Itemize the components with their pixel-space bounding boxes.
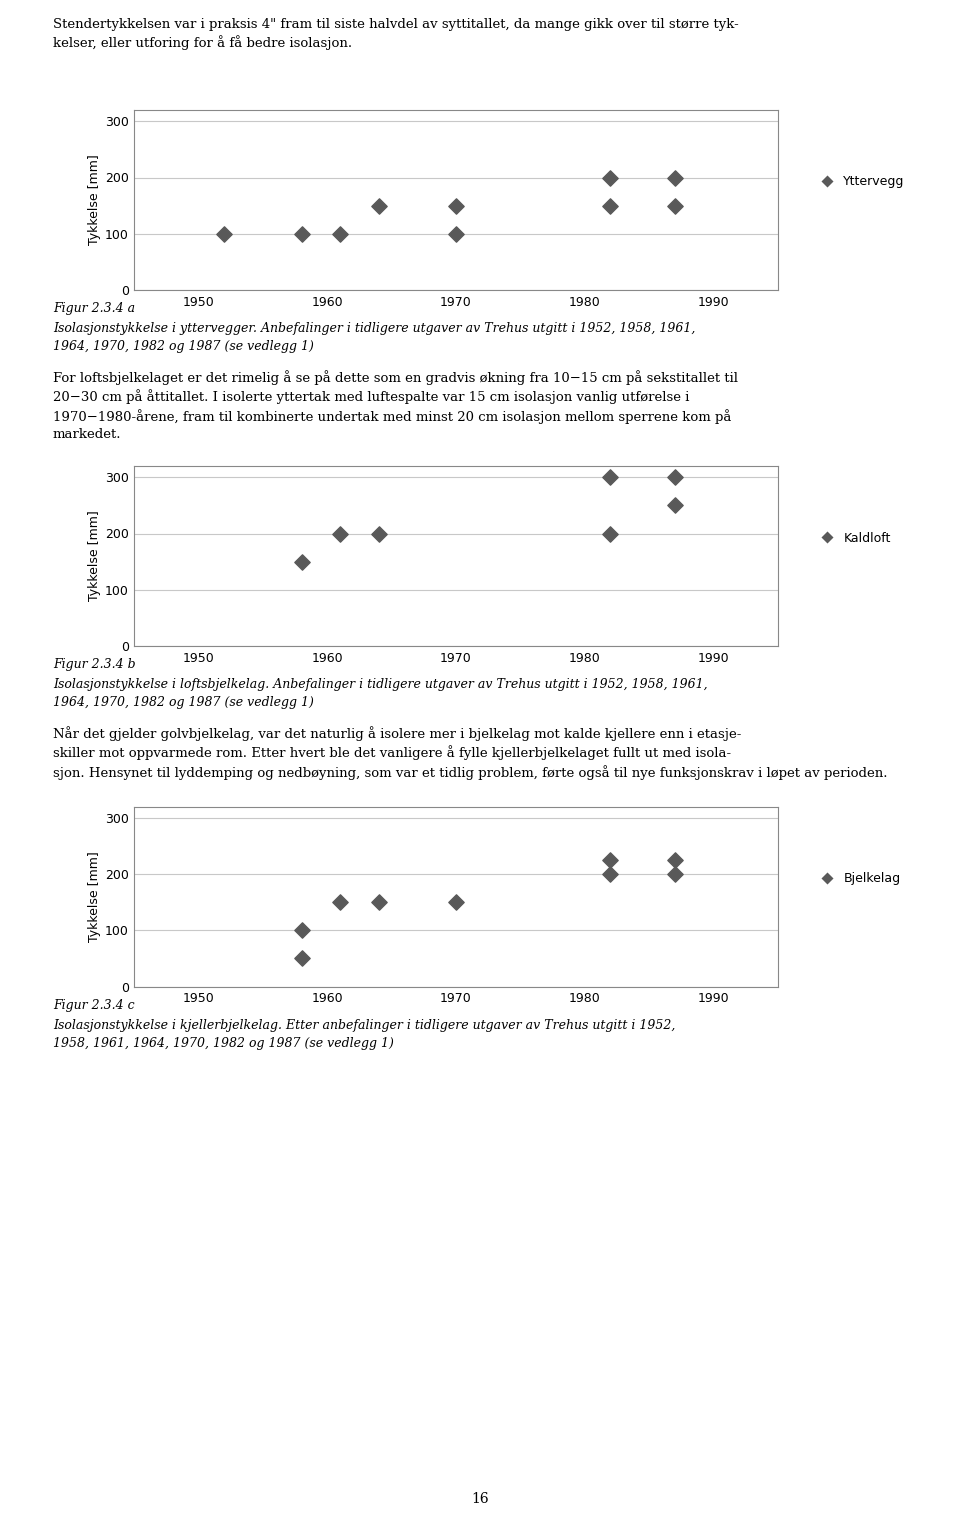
Point (372, 194, 387, 218)
Point (332, 221, 348, 246)
Point (294, 918, 309, 942)
Point (448, 890, 464, 915)
Text: markedet.: markedet. (53, 429, 121, 441)
Point (603, 165, 618, 189)
Point (667, 466, 683, 490)
Point (667, 861, 683, 886)
Legend: Kaldloft: Kaldloft (809, 527, 896, 550)
Legend: Yttervegg: Yttervegg (809, 171, 910, 194)
Y-axis label: Tykkelse [mm]: Tykkelse [mm] (87, 851, 101, 942)
Y-axis label: Tykkelse [mm]: Tykkelse [mm] (87, 154, 101, 246)
Text: Stendertykkelsen var i praksis 4" fram til siste halvdel av syttitallet, da mang: Stendertykkelsen var i praksis 4" fram t… (53, 18, 738, 50)
Point (294, 221, 309, 246)
Point (372, 890, 387, 915)
Point (217, 221, 232, 246)
Text: Figur 2.3.4 b: Figur 2.3.4 b (53, 658, 135, 670)
Point (667, 165, 683, 189)
Point (294, 947, 309, 971)
Text: Når det gjelder golvbjelkelag, var det naturlig å isolere mer i bjelkelag mot ka: Når det gjelder golvbjelkelag, var det n… (53, 725, 741, 741)
Point (667, 847, 683, 872)
Legend: Bjelkelag: Bjelkelag (809, 867, 905, 890)
Point (372, 521, 387, 545)
Point (603, 466, 618, 490)
Text: 1964, 1970, 1982 og 1987 (se vedlegg 1): 1964, 1970, 1982 og 1987 (se vedlegg 1) (53, 341, 314, 353)
Text: Isolasjonstykkelse i kjellerbjelkelag. Etter anbefalinger i tidligere utgaver av: Isolasjonstykkelse i kjellerbjelkelag. E… (53, 1019, 675, 1032)
Text: 16: 16 (471, 1492, 489, 1506)
Text: sjon. Hensynet til lyddemping og nedbøyning, som var et tidlig problem, førte og: sjon. Hensynet til lyddemping og nedbøyn… (53, 765, 887, 780)
Text: 20−30 cm på åttitallet. I isolerte yttertak med luftespalte var 15 cm isolasjon : 20−30 cm på åttitallet. I isolerte ytter… (53, 389, 689, 405)
Point (667, 194, 683, 218)
Text: 1958, 1961, 1964, 1970, 1982 og 1987 (se vedlegg 1): 1958, 1961, 1964, 1970, 1982 og 1987 (se… (53, 1037, 394, 1049)
Text: skiller mot oppvarmede rom. Etter hvert ble det vanligere å fylle kjellerbjelkel: skiller mot oppvarmede rom. Etter hvert … (53, 745, 731, 760)
Point (603, 847, 618, 872)
Text: Isolasjonstykkelse i yttervegger. Anbefalinger i tidligere utgaver av Trehus utg: Isolasjonstykkelse i yttervegger. Anbefa… (53, 322, 695, 334)
Text: 1964, 1970, 1982 og 1987 (se vedlegg 1): 1964, 1970, 1982 og 1987 (se vedlegg 1) (53, 696, 314, 709)
Point (448, 194, 464, 218)
Point (294, 550, 309, 574)
Point (603, 194, 618, 218)
Point (332, 521, 348, 545)
Text: 1970−1980-årene, fram til kombinerte undertak med minst 20 cm isolasjon mellom s: 1970−1980-årene, fram til kombinerte und… (53, 409, 732, 425)
Point (603, 861, 618, 886)
Text: Figur 2.3.4 a: Figur 2.3.4 a (53, 302, 135, 315)
Y-axis label: Tykkelse [mm]: Tykkelse [mm] (87, 510, 101, 602)
Point (667, 493, 683, 518)
Point (603, 521, 618, 545)
Text: For loftsbjelkelaget er det rimelig å se på dette som en gradvis økning fra 10−1: For loftsbjelkelaget er det rimelig å se… (53, 370, 738, 385)
Text: Figur 2.3.4 c: Figur 2.3.4 c (53, 999, 134, 1011)
Point (332, 890, 348, 915)
Point (448, 221, 464, 246)
Text: Isolasjonstykkelse i loftsbjelkelag. Anbefalinger i tidligere utgaver av Trehus : Isolasjonstykkelse i loftsbjelkelag. Anb… (53, 678, 708, 692)
